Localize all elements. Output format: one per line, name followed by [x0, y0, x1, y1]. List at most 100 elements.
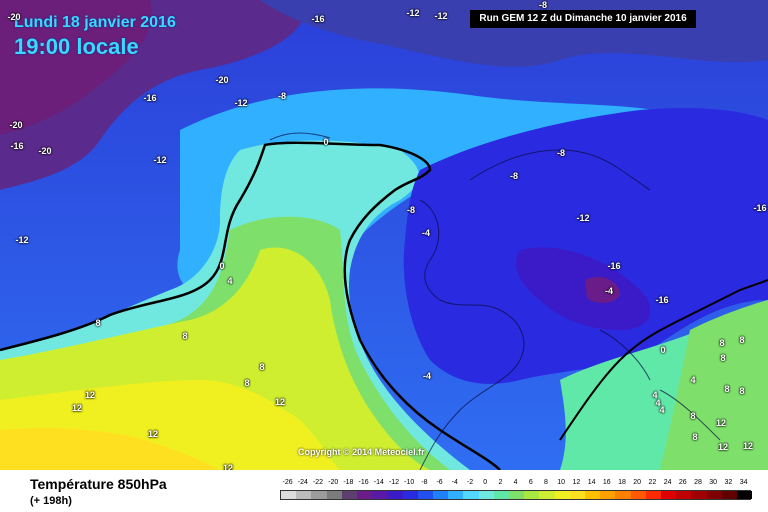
- isotherm-value-label: 12: [84, 390, 96, 400]
- legend-tick-label: -18: [343, 479, 354, 486]
- isotherm-value-label: 4: [227, 276, 233, 286]
- isotherm-value-label: -20: [38, 146, 52, 156]
- legend-tick-label: 0: [483, 479, 488, 486]
- isotherm-value-label: 0: [219, 261, 225, 271]
- isotherm-value-label: 8: [720, 353, 726, 363]
- isotherm-value-label: -12: [15, 235, 29, 245]
- isotherm-value-label: -12: [434, 11, 448, 21]
- isotherm-value-label: 4: [655, 398, 661, 408]
- legend-tick-label: 30: [709, 479, 718, 486]
- isotherm-value-label: 8: [739, 335, 745, 345]
- legend-tick-label: 10: [557, 479, 566, 486]
- parameter-title: Température 850hPa: [30, 476, 167, 492]
- isotherm-value-label: 12: [147, 429, 159, 439]
- legend-swatch: [402, 491, 418, 499]
- europe-cold-zone: [403, 108, 768, 384]
- isotherm-value-label: 8: [182, 331, 188, 341]
- legend-tick-label: -4: [451, 479, 458, 486]
- temperature-map: [0, 0, 768, 470]
- legend-swatch: [585, 491, 601, 499]
- isotherm-value-label: -20: [7, 12, 21, 22]
- isotherm-value-label: -16: [10, 141, 24, 151]
- legend-tick-label: -10: [404, 479, 415, 486]
- hottest-sector: [0, 428, 220, 470]
- legend-swatch: [509, 491, 525, 499]
- legend-tick-label: -6: [436, 479, 443, 486]
- legend-swatch: [341, 491, 357, 499]
- legend-swatch: [737, 491, 753, 499]
- isotherm-value-label: -12: [153, 155, 167, 165]
- isotherm-value-label: 4: [659, 405, 665, 415]
- legend-tick-label: -20: [328, 479, 339, 486]
- legend-tick-label: -2: [466, 479, 474, 486]
- legend-swatch: [372, 491, 388, 499]
- legend-tick-label: 6: [528, 479, 533, 486]
- legend-swatch: [417, 491, 433, 499]
- isotherm-value-label: 8: [692, 432, 698, 442]
- isotherm-value-label: 12: [222, 463, 234, 473]
- legend-swatch: [569, 491, 585, 499]
- legend-tick-label: 22: [648, 479, 657, 486]
- legend-swatch: [357, 491, 373, 499]
- color-scale-bar: [280, 490, 753, 500]
- legend-tick-label: 8: [544, 479, 548, 486]
- isotherm-value-label: -12: [234, 98, 248, 108]
- legend-swatch: [676, 491, 692, 499]
- legend-tick-label: -16: [358, 479, 369, 486]
- legend-swatch: [311, 491, 327, 499]
- east-mediterranean-warm: [660, 300, 768, 470]
- legend-swatch: [539, 491, 555, 499]
- lead-time: (+ 198h): [30, 495, 72, 507]
- legend-swatch: [433, 491, 449, 499]
- isotherm-value-label: 12: [71, 403, 83, 413]
- legend-tick-label: 2: [498, 479, 503, 486]
- legend-swatch: [661, 491, 677, 499]
- legend-tick-label: -8: [421, 479, 428, 486]
- legend-swatch: [463, 491, 479, 499]
- legend-tick-label: 18: [618, 479, 626, 486]
- isotherm-value-label: -16: [753, 203, 767, 213]
- valid-date: Lundi 18 janvier 2016: [14, 14, 176, 31]
- isotherm-value-label: -4: [421, 228, 431, 238]
- isotherm-value-label: -16: [311, 14, 325, 24]
- legend-tick-label: -12: [388, 479, 400, 486]
- legend-tick-label: 14: [587, 479, 596, 486]
- arctic-core-zone: [0, 0, 152, 135]
- legend-swatch: [600, 491, 616, 499]
- legend-tick-label: 26: [678, 479, 687, 486]
- legend-tick-label: 20: [633, 479, 642, 486]
- isotherm-value-label: -20: [215, 75, 229, 85]
- legend-tick-label: -24: [297, 479, 308, 486]
- isotherm-value-label: 12: [742, 441, 754, 451]
- isotherm-value-label: 4: [652, 390, 658, 400]
- legend-tick-label: 28: [694, 479, 702, 486]
- isotherm-value-label: 8: [724, 384, 730, 394]
- legend-swatch: [630, 491, 646, 499]
- isotherm-value-label: 0: [323, 137, 329, 147]
- europe-coldest-zone: [516, 247, 651, 330]
- legend-swatch: [296, 491, 312, 499]
- legend-tick-label: -26: [282, 479, 293, 486]
- legend-tick-label: 16: [602, 479, 611, 486]
- isotherm-value-label: 12: [715, 418, 727, 428]
- legend-swatch: [645, 491, 661, 499]
- isotherm-value-label: -8: [277, 91, 287, 101]
- isotherm-value-label: 8: [739, 386, 745, 396]
- legend-swatch: [706, 491, 722, 499]
- legend-tick-label: 24: [663, 479, 672, 486]
- legend-swatch: [554, 491, 570, 499]
- zero-isotherm: [0, 141, 501, 470]
- zero-isotherm-east: [559, 279, 768, 441]
- isotherm-value-label: -12: [406, 8, 420, 18]
- copyright-notice: Copyright © 2014 Meteociel.fr: [298, 447, 425, 457]
- isotherm-value-label: -8: [406, 205, 416, 215]
- isotherm-value-label: 12: [274, 397, 286, 407]
- isotherm-value-label: -16: [607, 261, 621, 271]
- isotherm-value-label: 8: [244, 378, 250, 388]
- isotherm-value-label: -8: [556, 148, 566, 158]
- isotherm-value-label: 4: [690, 375, 696, 385]
- alps-cold-pocket: [585, 276, 620, 303]
- isotherm-value-label: -16: [655, 295, 669, 305]
- model-run-banner: Run GEM 12 Z du Dimanche 10 janvier 2016: [470, 10, 696, 28]
